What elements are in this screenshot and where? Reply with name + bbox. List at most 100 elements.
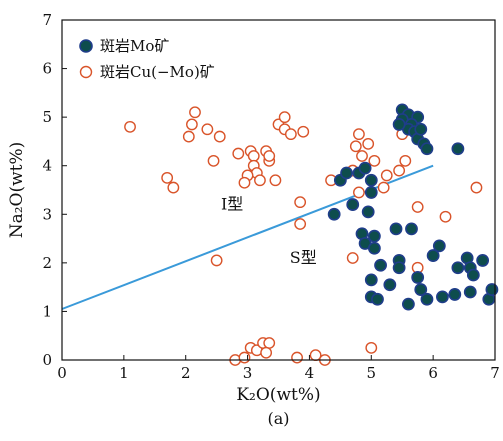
annotations: I型 S型 [221,194,317,266]
mo-point [451,142,465,156]
mo-point [340,166,353,180]
cu-mo-point [365,341,378,354]
cu-mo-point [297,125,310,138]
mo-point [463,285,477,299]
cu-mo-point [182,130,195,143]
cu-mo-point [393,164,406,177]
region-label-s-type: S型 [290,248,317,267]
cu-mo-point [411,201,424,213]
mo-point [346,198,360,211]
x-tick-label: 1 [119,364,129,382]
y-tick-label: 0 [42,351,52,369]
y-tick-label: 5 [42,108,52,126]
cu-mo-point [377,181,390,194]
mo-point [367,229,381,243]
mo-point [485,283,499,296]
mo-point [426,249,440,262]
mo-point [466,268,480,282]
x-tick-label: 0 [57,364,67,382]
mo-point [327,207,341,221]
mo-point [414,122,428,136]
cu-mo-point [353,128,365,141]
axes-layer: 0 1 2 3 4 5 6 7 0 1 2 3 4 5 6 7 K₂O(wt%) Na₂O(wt%) (a) [7,11,500,428]
mo-point [451,261,465,275]
cu-mo-point [213,130,226,143]
mo-point [364,273,378,287]
cu-mo-point [254,174,266,187]
legend-cu-marker [79,65,93,79]
y-tick-label: 7 [42,11,52,29]
cu-mo-point [439,210,452,223]
cu-mo-point [232,147,245,160]
cu-mo-point [368,154,381,167]
mo-point [414,283,428,296]
y-tick-label: 6 [42,60,52,78]
region-label-i-type: I型 [221,194,243,213]
mo-point [436,290,449,304]
y-tick-label: 4 [42,157,52,175]
cu-mo-point [263,150,276,162]
mo-point [389,222,403,236]
cu-mo-point [167,181,180,194]
x-axis-title: K₂O(wt%) [236,385,320,405]
cu-mo-point [470,181,483,194]
y-tick-label: 2 [42,254,52,272]
mo-point [371,292,384,306]
mo-point [361,205,375,219]
cu-mo-point [124,120,136,133]
cu-mo-point [247,150,260,162]
mo-point [476,254,490,267]
y-tick-label: 3 [42,205,52,223]
cu-mo-point [353,186,365,199]
mo-point [401,297,415,311]
cu-mo-point [161,171,174,184]
points-layer [124,103,499,366]
cu-mo-point [201,123,214,136]
cu-mo-point [185,118,198,131]
mo-point [392,261,406,275]
mo-point [405,222,418,236]
cu-mo-point [238,176,251,189]
cu-mo-point [291,351,303,364]
plot-frame [61,19,496,361]
x-tick-label: 6 [428,364,438,382]
cu-mo-point [260,346,273,359]
cu-mo-point [238,351,251,364]
x-tick-label: 2 [181,364,191,382]
figure-caption: (a) [267,409,289,428]
mo-point [364,186,378,199]
cu-mo-point [189,106,201,119]
cu-mo-point [356,150,368,162]
x-tick-label: 4 [305,364,315,382]
cu-mo-point [263,337,276,349]
cu-mo-point [207,154,220,167]
cu-mo-point [380,169,393,182]
mo-point [420,292,434,306]
cu-mo-point [269,174,282,187]
mo-point [367,241,381,255]
cu-mo-point [399,154,412,167]
mo-point [411,271,425,284]
mo-point [448,288,462,301]
x-tick-label: 5 [367,364,377,382]
y-tick-label: 1 [42,302,52,320]
mo-point [383,278,397,292]
cu-mo-point [294,196,307,209]
mo-point [392,118,406,131]
mo-point [432,239,446,253]
cu-mo-point [346,252,359,264]
y-axis-title: Na₂O(wt%) [7,142,27,239]
legend-mo-marker [79,39,93,53]
x-tick-label: 3 [243,364,253,382]
legend-cu-label: 斑岩Cu(−Mo)矿 [100,63,215,81]
cu-mo-point [210,254,223,267]
mo-point [374,258,387,272]
cu-mo-point [362,137,375,150]
cu-mo-point [284,128,297,141]
cu-mo-point [294,218,307,230]
mo-point [358,161,372,175]
mo-point [420,142,434,156]
cu-mo-point [278,111,291,124]
